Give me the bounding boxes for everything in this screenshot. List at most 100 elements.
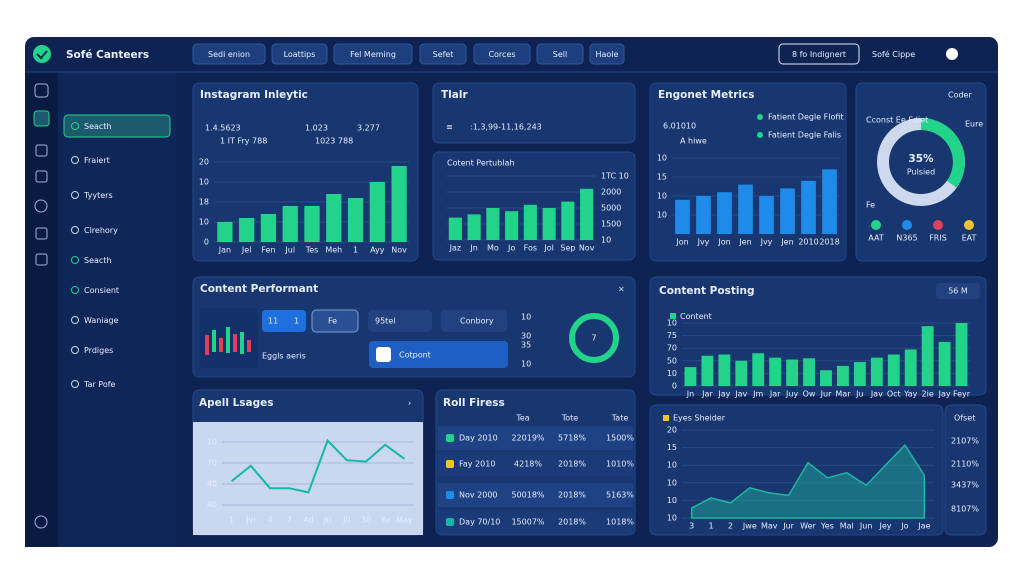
big-value: :1,3,99-11,16,243 (470, 123, 542, 132)
nav-item[interactable]: Seacth (84, 256, 112, 265)
nav-item[interactable]: Waniage (84, 316, 119, 325)
x-tick-label: May (396, 516, 413, 525)
menu-icon: ≡ (446, 123, 453, 132)
y-tick-label: 10 (667, 461, 677, 470)
bar (369, 182, 385, 242)
x-tick-label: Jur (820, 390, 832, 399)
bar (853, 362, 866, 386)
nav-icon (71, 346, 79, 354)
toolbar-button[interactable] (419, 43, 467, 65)
nav-item[interactable]: Seacth (84, 122, 112, 131)
x-tick-label: Jav (870, 390, 883, 399)
chip[interactable] (368, 310, 432, 332)
y-tick-label: 1TC 10 (601, 172, 629, 181)
x-tick-label: Wer (800, 522, 816, 531)
nav-item[interactable]: Clrehory (84, 226, 118, 235)
x-tick-label: Jon (717, 238, 730, 247)
x-tick-label: Jvy (760, 238, 773, 247)
bar (448, 217, 462, 240)
icon[interactable] (964, 220, 974, 230)
y-tick-label: 10 (601, 236, 611, 245)
logo-check (36, 50, 48, 60)
side-value: 2107% (951, 437, 979, 446)
search-box[interactable] (778, 43, 860, 65)
y-tick-label: 10 (667, 319, 677, 328)
y-tick-label: 10 (657, 211, 667, 220)
user-name: Sofé Cippe (872, 49, 915, 59)
side-title: Ofset (954, 414, 975, 423)
chip-label: 95tel (375, 317, 395, 326)
bar (718, 354, 731, 386)
x-tick-label: Jey (879, 522, 892, 531)
panel (944, 404, 987, 536)
chip[interactable] (262, 310, 306, 332)
y-tick-label: 10 (199, 218, 209, 227)
nav-icon (71, 316, 79, 324)
bar (542, 208, 556, 240)
toolbar-button[interactable] (192, 43, 266, 65)
search-text: 8 fo Indignert (792, 50, 846, 59)
stat-note: 1023 788 (315, 137, 353, 146)
row (438, 510, 633, 534)
toolbar-button[interactable] (333, 43, 413, 65)
button[interactable] (369, 341, 508, 368)
search-highlight[interactable] (63, 114, 171, 138)
x-tick-label: 2ie (922, 390, 934, 399)
chip-label: 1 (294, 317, 299, 326)
bar (326, 194, 342, 242)
stat: 1.4.5623 (205, 124, 241, 133)
x-tick-label: Jaz (449, 244, 461, 253)
panel (432, 82, 636, 144)
x-tick-label: Mo (487, 244, 499, 253)
button-label[interactable]: Cotpont (399, 351, 431, 360)
row-icon (446, 518, 454, 526)
panel-title: Apell Lsages (199, 397, 274, 409)
bar (304, 206, 320, 242)
bar (505, 211, 519, 240)
toolbar-button[interactable] (473, 43, 531, 65)
legend-swatch (670, 313, 676, 319)
x-tick-label: Fos (524, 244, 537, 253)
x-tick-label: Yu (380, 516, 390, 525)
cell: 4218% (514, 460, 542, 469)
chip[interactable] (311, 309, 359, 333)
toolbar-button[interactable] (589, 43, 625, 65)
x-tick-label: Oct (887, 390, 901, 399)
y-tick-label: 70 (667, 344, 677, 353)
toolbar-button[interactable] (536, 43, 584, 65)
panel-title: Engonet Metrics (658, 89, 755, 101)
icon[interactable] (871, 220, 881, 230)
row (438, 452, 633, 476)
nav-icon (71, 256, 79, 264)
clock-icon[interactable] (946, 48, 958, 60)
x-tick-label: Jwe (742, 522, 757, 531)
x-tick-label: Jae (917, 522, 930, 531)
nav-item[interactable]: Prdiges (84, 346, 113, 355)
x-tick-label: Jun (859, 522, 873, 531)
bar (217, 222, 233, 242)
nav-item[interactable]: Tyyters (83, 191, 113, 200)
toolbar-label: Corces (488, 50, 515, 59)
x-tick-label: 30 (361, 516, 371, 525)
bar (887, 354, 900, 386)
nav-item[interactable]: Consient (84, 286, 119, 295)
nav-item[interactable]: Tar Pofe (83, 380, 116, 389)
bar (735, 360, 748, 386)
bar (696, 196, 711, 234)
x-tick-label: Jan (218, 246, 231, 255)
bar (955, 323, 968, 386)
facebook-icon (376, 347, 391, 362)
logo[interactable] (33, 45, 51, 63)
x-tick-label: 1 (353, 246, 358, 255)
column-header: Tote (561, 414, 579, 423)
toolbar-button[interactable] (271, 43, 328, 65)
icon[interactable] (933, 220, 943, 230)
panel-title: Roll Firess (443, 397, 505, 409)
x-tick-label: Sep (560, 244, 575, 253)
nav-item[interactable]: Fraiert (84, 156, 110, 165)
x-tick-label: Tes (305, 246, 319, 255)
icon[interactable] (902, 220, 912, 230)
nav-icon (71, 156, 79, 164)
chart-title: Cotent Pertublah (447, 159, 515, 168)
chip[interactable] (441, 310, 507, 332)
